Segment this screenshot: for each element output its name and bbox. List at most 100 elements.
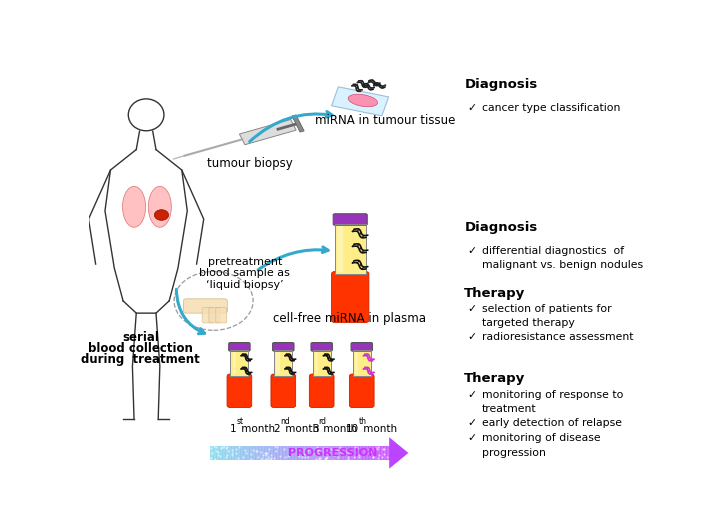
Bar bbox=[240, 446, 244, 460]
Polygon shape bbox=[292, 115, 304, 132]
Text: rd: rd bbox=[319, 417, 326, 426]
Bar bbox=[360, 446, 363, 460]
Bar bbox=[326, 446, 331, 460]
Text: monitoring of disease: monitoring of disease bbox=[482, 433, 600, 443]
Bar bbox=[285, 446, 289, 460]
Text: Therapy: Therapy bbox=[464, 372, 525, 386]
Bar bbox=[386, 446, 390, 460]
Bar bbox=[356, 446, 360, 460]
Bar bbox=[210, 446, 214, 460]
Bar bbox=[273, 446, 277, 460]
Bar bbox=[368, 446, 372, 460]
Text: 10: 10 bbox=[346, 424, 358, 434]
Bar bbox=[234, 446, 238, 460]
FancyBboxPatch shape bbox=[209, 307, 220, 323]
Bar bbox=[353, 350, 371, 376]
Text: ✓: ✓ bbox=[467, 418, 476, 428]
Bar bbox=[335, 224, 365, 274]
Text: ✓: ✓ bbox=[467, 102, 476, 113]
Bar bbox=[299, 446, 304, 460]
Text: radioresistance assessment: radioresistance assessment bbox=[482, 332, 634, 342]
Bar bbox=[294, 446, 297, 460]
Text: th: th bbox=[358, 417, 367, 426]
Bar bbox=[219, 446, 223, 460]
Bar bbox=[329, 446, 333, 460]
Text: ✓: ✓ bbox=[467, 390, 476, 400]
FancyBboxPatch shape bbox=[350, 374, 374, 408]
Text: serial: serial bbox=[122, 331, 159, 344]
Bar bbox=[282, 446, 285, 460]
Bar bbox=[313, 350, 331, 376]
Bar bbox=[318, 446, 321, 460]
Text: cell-free miRNA in plasma: cell-free miRNA in plasma bbox=[273, 312, 426, 324]
Text: month: month bbox=[238, 424, 275, 434]
Text: 2: 2 bbox=[273, 424, 280, 434]
Bar bbox=[303, 446, 307, 460]
Bar bbox=[341, 446, 346, 460]
Bar bbox=[324, 446, 327, 460]
Text: PROGRESSION: PROGRESSION bbox=[288, 448, 377, 458]
Bar bbox=[336, 446, 339, 460]
FancyBboxPatch shape bbox=[216, 307, 227, 323]
Bar bbox=[355, 352, 358, 374]
Bar bbox=[333, 446, 336, 460]
Text: early detection of relapse: early detection of relapse bbox=[482, 418, 622, 428]
Circle shape bbox=[154, 210, 169, 220]
Bar bbox=[258, 446, 262, 460]
Bar bbox=[313, 350, 331, 376]
FancyBboxPatch shape bbox=[183, 299, 227, 313]
Bar bbox=[246, 446, 250, 460]
Text: 3: 3 bbox=[312, 424, 319, 434]
Bar bbox=[213, 446, 217, 460]
Bar bbox=[375, 446, 378, 460]
Text: Diagnosis: Diagnosis bbox=[464, 221, 537, 234]
Text: during  treatment: during treatment bbox=[81, 353, 200, 366]
Text: blood sample as: blood sample as bbox=[200, 269, 290, 278]
Bar bbox=[312, 446, 316, 460]
Bar bbox=[365, 446, 369, 460]
Text: ✓: ✓ bbox=[467, 332, 476, 342]
Text: month: month bbox=[360, 424, 397, 434]
Text: treatment: treatment bbox=[482, 404, 537, 414]
Text: pretreatment: pretreatment bbox=[207, 257, 282, 267]
FancyBboxPatch shape bbox=[311, 342, 332, 351]
Bar bbox=[362, 446, 366, 460]
Text: selection of patients for: selection of patients for bbox=[482, 304, 612, 314]
Bar bbox=[306, 446, 309, 460]
Text: ✓: ✓ bbox=[467, 246, 476, 255]
Bar bbox=[274, 350, 292, 376]
Bar bbox=[255, 446, 259, 460]
Bar bbox=[337, 226, 343, 272]
Text: blood collection: blood collection bbox=[88, 342, 193, 355]
Text: ✓: ✓ bbox=[467, 433, 476, 443]
Text: st: st bbox=[236, 417, 244, 426]
Bar bbox=[371, 446, 375, 460]
Bar bbox=[345, 446, 348, 460]
FancyBboxPatch shape bbox=[331, 271, 369, 322]
Text: nd: nd bbox=[280, 417, 290, 426]
FancyBboxPatch shape bbox=[351, 342, 372, 351]
Bar bbox=[264, 446, 268, 460]
Bar bbox=[230, 350, 249, 376]
Bar bbox=[243, 446, 247, 460]
Bar bbox=[237, 446, 241, 460]
Bar bbox=[288, 446, 292, 460]
Text: ‘liquid biopsy’: ‘liquid biopsy’ bbox=[206, 280, 284, 290]
Bar bbox=[216, 446, 220, 460]
Bar bbox=[297, 446, 301, 460]
Bar bbox=[249, 446, 253, 460]
Bar bbox=[267, 446, 270, 460]
FancyBboxPatch shape bbox=[227, 374, 252, 408]
Text: differential diagnostics  of: differential diagnostics of bbox=[482, 246, 624, 255]
FancyBboxPatch shape bbox=[229, 342, 250, 351]
Bar bbox=[261, 446, 265, 460]
Bar bbox=[222, 446, 226, 460]
Bar bbox=[315, 352, 318, 374]
Bar bbox=[338, 446, 342, 460]
Bar bbox=[383, 446, 387, 460]
Text: month: month bbox=[320, 424, 357, 434]
Bar bbox=[348, 446, 351, 460]
Bar bbox=[232, 446, 235, 460]
Bar bbox=[228, 446, 232, 460]
FancyBboxPatch shape bbox=[273, 342, 294, 351]
